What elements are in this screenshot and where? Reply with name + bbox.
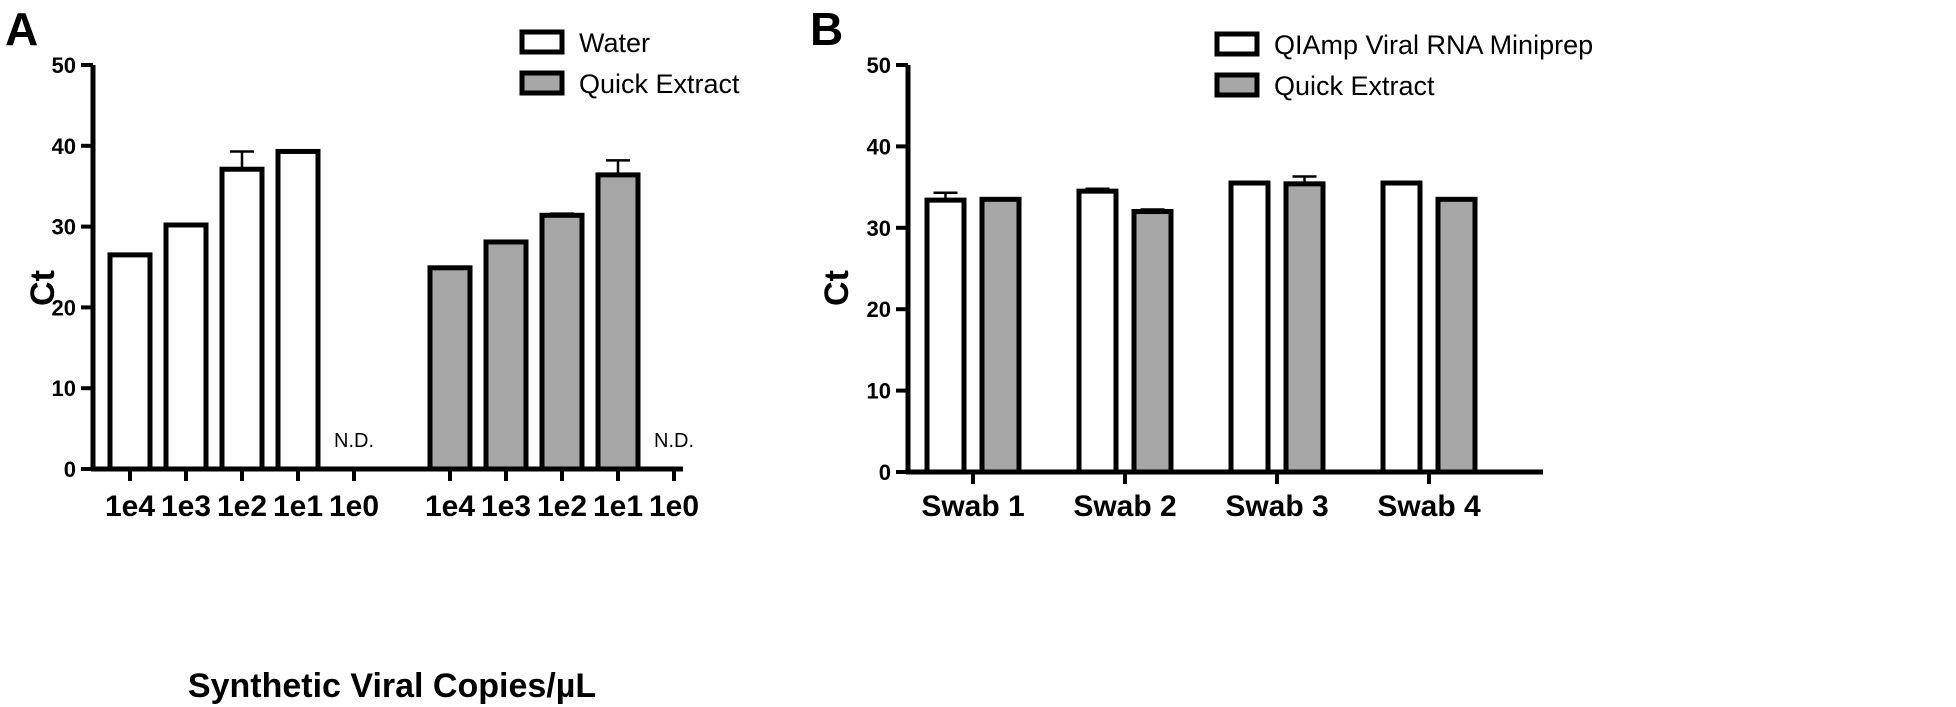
panel-b-y-axis-title: Ct (818, 270, 856, 306)
bar (427, 265, 473, 472)
legend-swatch (519, 29, 565, 55)
x-tick-label: 1e4 (105, 490, 155, 523)
y-tick-label: 40 (52, 134, 76, 159)
panel-a-bars: N.D. N.D. (107, 148, 694, 472)
panel-b-letter: B (810, 3, 843, 55)
panel-b-x-axis: Swab 1 Swab 2 Swab 3 Swab 4 (906, 469, 1543, 523)
legend-swatch (1214, 72, 1260, 98)
legend-label: Quick Extract (579, 69, 740, 99)
bar (483, 239, 529, 472)
x-tick-label: Swab 1 (921, 490, 1024, 523)
y-tick-label: 20 (52, 295, 76, 320)
panel-a: A Ct Synthetic Viral Copies/µL 0 10 20 30 40… (5, 3, 740, 705)
bar (1131, 209, 1174, 475)
bar (219, 166, 265, 472)
y-tick-label: 20 (867, 297, 891, 322)
y-tick-label: 0 (879, 460, 891, 485)
bar (163, 222, 209, 472)
bar (1380, 180, 1423, 475)
y-tick-label: 50 (52, 53, 76, 78)
panel-a-x-axis: 1e4 1e3 1e2 1e1 1e0 1e4 1e3 1e2 1e1 1e0 (91, 466, 699, 523)
panel-a-letter: A (5, 3, 38, 55)
not-detected-label: N.D. (654, 430, 694, 452)
y-tick-label: 0 (64, 457, 76, 482)
y-tick-label: 10 (52, 376, 76, 401)
not-detected-label: N.D. (334, 430, 374, 452)
y-tick-label: 30 (52, 215, 76, 240)
bar (595, 172, 641, 472)
bar (1228, 180, 1271, 475)
x-tick-label: Swab 3 (1225, 490, 1328, 523)
panel-b-bars (924, 175, 1478, 475)
legend-swatch (519, 70, 565, 96)
bar (275, 148, 321, 472)
legend-label: Water (579, 28, 650, 58)
x-tick-label: 1e4 (425, 490, 475, 523)
y-tick-label: 30 (867, 216, 891, 241)
x-tick-label: 1e3 (161, 490, 211, 523)
x-tick-label: Swab 2 (1073, 490, 1176, 523)
panel-a-y-axis-title: Ct (24, 270, 62, 306)
bar (1076, 188, 1119, 475)
x-tick-label: 1e2 (537, 490, 587, 523)
legend-label: Quick Extract (1274, 71, 1435, 101)
bar (979, 196, 1022, 475)
legend-swatch (1214, 31, 1260, 57)
x-tick-label: 1e0 (329, 490, 379, 523)
bar (539, 212, 585, 472)
x-tick-label: 1e1 (273, 490, 323, 523)
y-tick-label: 10 (867, 379, 891, 404)
panel-a-y-axis: 0 10 20 30 40 50 (52, 53, 96, 482)
bar (1283, 181, 1326, 475)
panel-b-legend: QIAmp Viral RNA Miniprep Quick Extract (1214, 30, 1593, 101)
panel-a-legend: Water Quick Extract (519, 28, 740, 99)
x-tick-label: 1e1 (593, 490, 643, 523)
y-tick-label: 50 (867, 53, 891, 78)
panel-a-x-axis-title: Synthetic Viral Copies/µL (188, 667, 596, 705)
x-tick-label: 1e3 (481, 490, 531, 523)
bar (107, 252, 153, 472)
y-tick-label: 40 (867, 134, 891, 159)
panel-b-y-axis: 0 10 20 30 40 50 (867, 53, 911, 485)
bar (924, 197, 967, 475)
bar (1435, 196, 1478, 475)
x-tick-label: 1e2 (217, 490, 267, 523)
legend-label: QIAmp Viral RNA Miniprep (1274, 30, 1593, 60)
x-tick-label: Swab 4 (1377, 490, 1481, 523)
x-tick-label: 1e0 (649, 490, 699, 523)
